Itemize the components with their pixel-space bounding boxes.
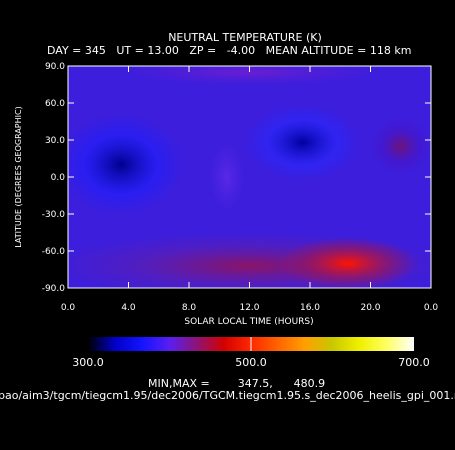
y-axis-label: LATITUDE (DEGREES GEOGRAPHIC) xyxy=(14,106,23,247)
colorbar-tick-label-300: 300.0 xyxy=(72,356,104,369)
x-tick-label: 12.0 xyxy=(239,303,259,313)
heatmap-region xyxy=(370,118,431,175)
heatmap-region xyxy=(68,66,431,95)
y-tick-label: -90.0 xyxy=(42,284,66,294)
file-path: pao/aim3/tgcm/tiegcm1.95/dec2006/TGCM.ti… xyxy=(0,389,455,402)
x-tick-label: 4.0 xyxy=(121,303,136,313)
heatmap-region xyxy=(277,237,418,288)
x-tick-label: 8.0 xyxy=(182,303,197,313)
heatmap xyxy=(68,66,431,288)
x-tick-label: 16.0 xyxy=(300,303,320,313)
heatmap-region xyxy=(244,104,361,181)
colorbar-tick-label-700: 700.0 xyxy=(398,356,430,369)
x-axis: 0.0 4.0 8.0 12.0 16.0 20.0 0.0 xyxy=(61,66,439,313)
heatmap-region xyxy=(196,117,257,237)
chart-title: NEUTRAL TEMPERATURE (K) xyxy=(168,31,322,44)
y-axis: 90.0 60.0 30.0 0.0 -30.0 -60.0 -90.0 xyxy=(42,62,431,294)
y-tick-label: 0.0 xyxy=(51,173,66,183)
heatmap-region xyxy=(68,114,183,215)
y-tick-label: 60.0 xyxy=(45,99,65,109)
x-axis-label: SOLAR LOCAL TIME (HOURS) xyxy=(184,317,313,327)
y-tick-label: -60.0 xyxy=(42,247,66,257)
x-tick-label: 0.0 xyxy=(424,303,439,313)
minmax-readout: MIN,MAX = 347.5, 480.9 xyxy=(148,377,325,390)
x-tick-label: 0.0 xyxy=(61,303,76,313)
chart-subtitle: DAY = 345 UT = 13.00 ZP = -4.00 MEAN ALT… xyxy=(47,44,411,57)
y-tick-label: 30.0 xyxy=(45,136,65,146)
colorbar-tick-label-500: 500.0 xyxy=(235,356,267,369)
y-tick-label: -30.0 xyxy=(42,210,66,220)
y-tick-label: 90.0 xyxy=(45,62,65,72)
x-tick-label: 20.0 xyxy=(360,303,380,313)
